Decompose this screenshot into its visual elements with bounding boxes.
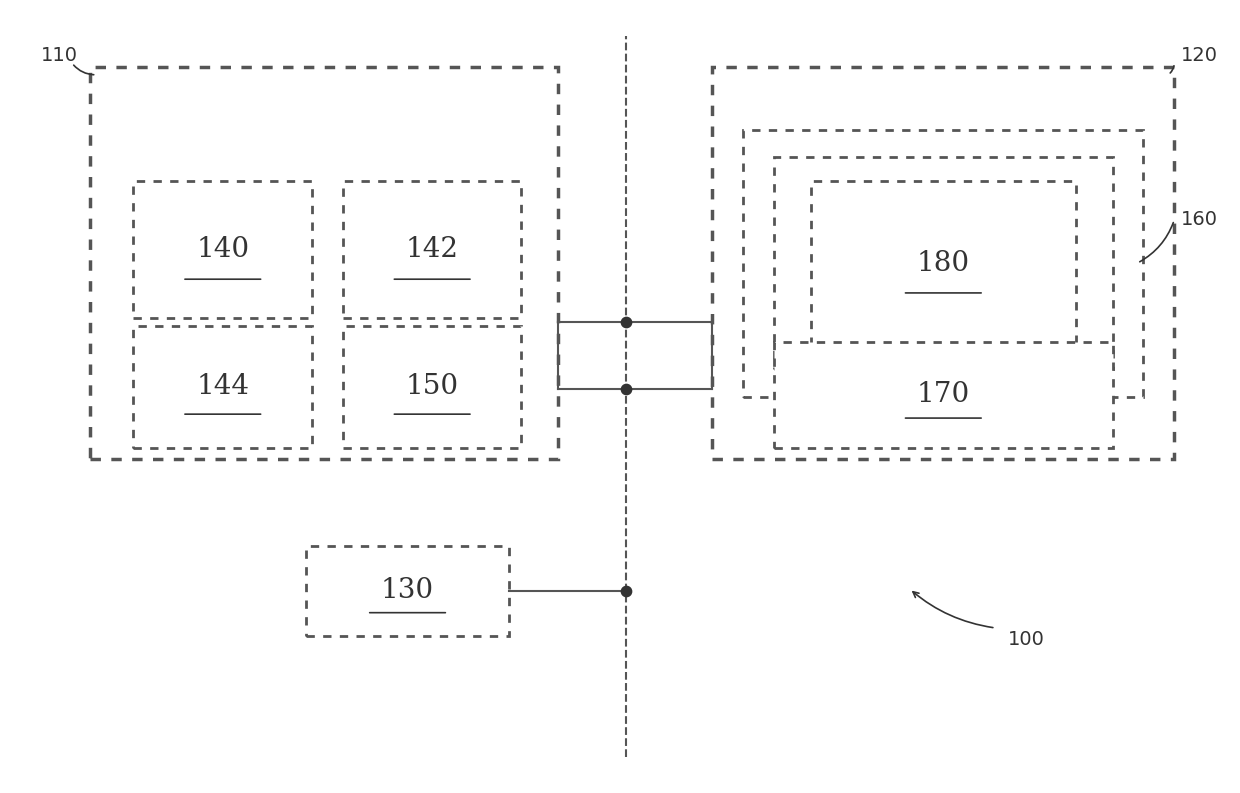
- Text: 170: 170: [916, 381, 970, 408]
- Text: 150: 150: [405, 374, 459, 400]
- Text: 160: 160: [1180, 210, 1218, 229]
- Bar: [343, 181, 522, 318]
- Text: 144: 144: [196, 374, 249, 400]
- Bar: [91, 67, 558, 459]
- Bar: [774, 342, 1112, 447]
- Point: [616, 584, 636, 597]
- Bar: [811, 181, 1076, 346]
- Text: 120: 120: [1180, 46, 1218, 65]
- Point: [616, 382, 636, 395]
- Text: 142: 142: [405, 236, 459, 262]
- Bar: [712, 67, 1174, 459]
- Bar: [134, 326, 312, 447]
- Bar: [134, 181, 312, 318]
- Text: 130: 130: [381, 577, 434, 604]
- Text: 100: 100: [1008, 630, 1045, 649]
- Point: [616, 316, 636, 328]
- Bar: [743, 130, 1143, 396]
- Bar: [774, 157, 1112, 369]
- Text: 180: 180: [916, 250, 970, 277]
- Bar: [343, 326, 522, 447]
- Text: 140: 140: [196, 236, 249, 262]
- Text: 110: 110: [41, 46, 78, 65]
- Bar: [306, 546, 510, 636]
